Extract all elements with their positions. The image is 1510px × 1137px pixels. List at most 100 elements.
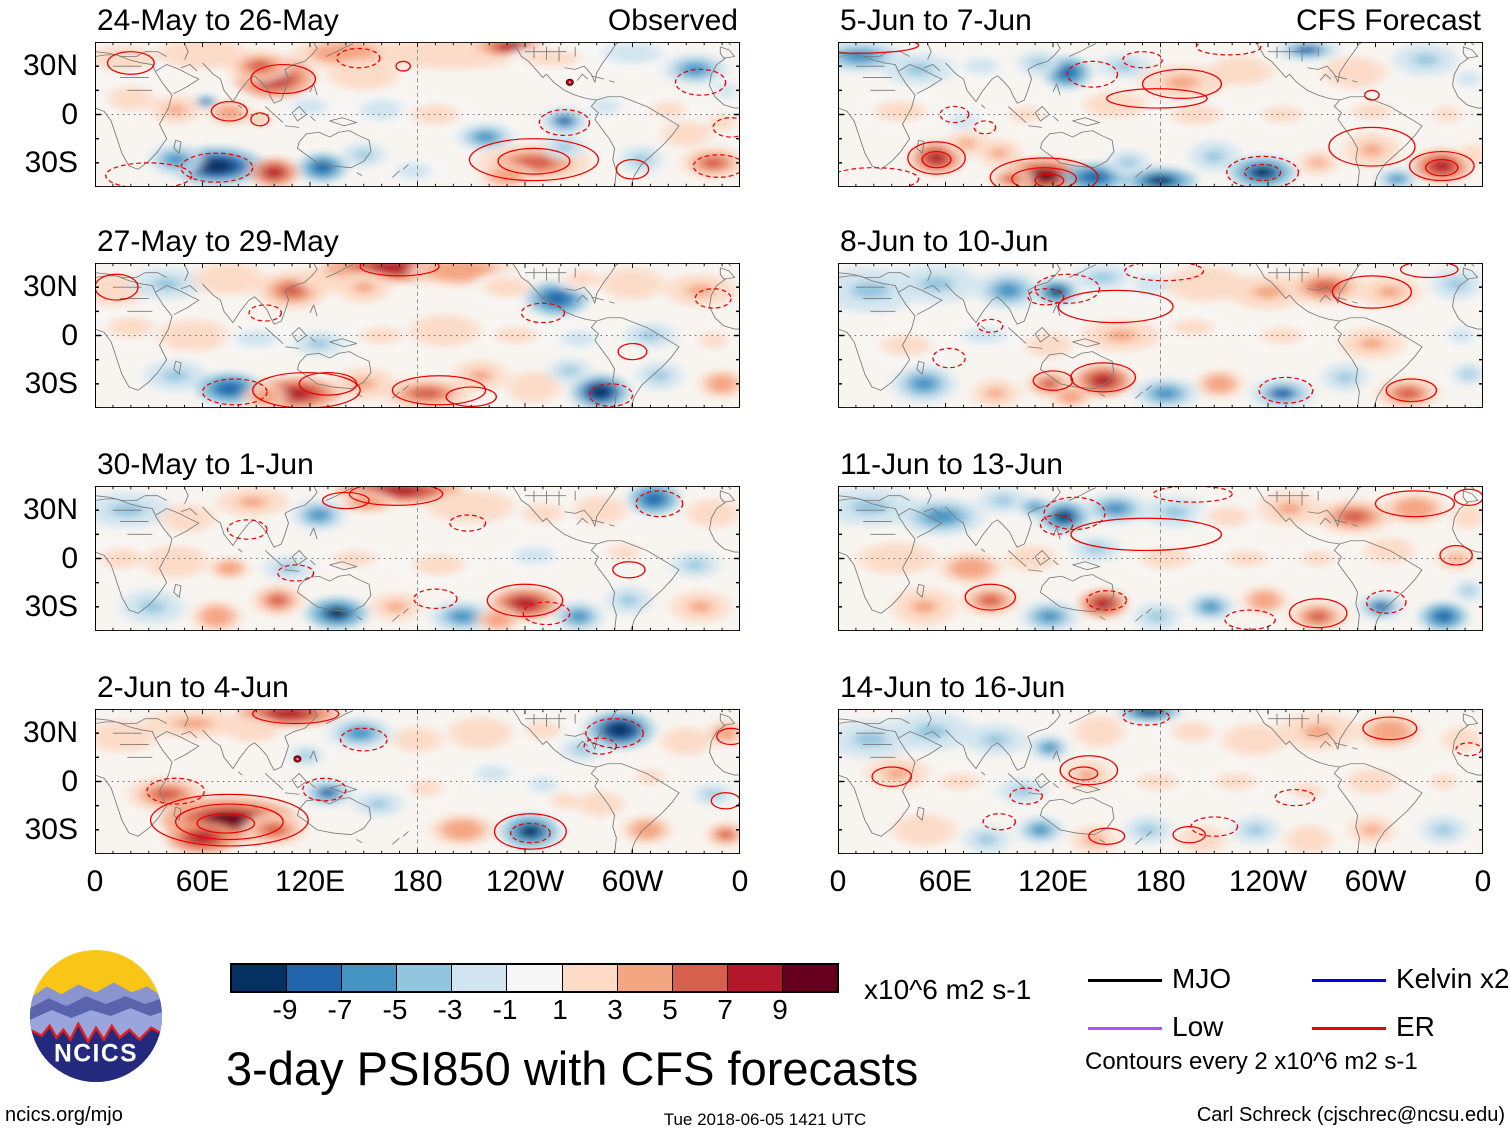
- er-contour-dashed: [226, 519, 268, 540]
- legend-line-kelvin: [1312, 979, 1386, 982]
- er-contour-solid: [252, 371, 361, 408]
- er-contour-dashed: [201, 378, 268, 406]
- er-contour-solid: [989, 157, 1099, 187]
- er-contour-dashed: [413, 588, 458, 610]
- colorbar-tick-label: 1: [552, 994, 568, 1025]
- colorbar-segment: [616, 965, 672, 991]
- panel-title: 27-May to 29-May: [97, 225, 339, 258]
- er-contour-dashed: [248, 304, 283, 322]
- colorbar-segment: [506, 965, 562, 991]
- er-contour-solid: [615, 159, 650, 180]
- lon-label: 0: [829, 865, 847, 898]
- er-contour-solid: [1011, 167, 1077, 187]
- er-contour-dashed: [1124, 263, 1205, 282]
- panel-title: 2-Jun to 4-Jun: [97, 671, 289, 704]
- er-contour-solid: [1374, 490, 1456, 518]
- anomaly-fill-layer: [95, 486, 740, 631]
- lat-label: 0: [61, 318, 78, 352]
- lat-label: 30N: [22, 493, 78, 527]
- er-contour-dashed: [973, 120, 997, 135]
- er-contour-solid: [1034, 173, 1065, 187]
- er-contour-dashed: [520, 302, 566, 324]
- coastlines: [95, 263, 740, 408]
- column-label-forecast: CFS Forecast: [1295, 4, 1481, 37]
- panel-observed-2: 27-May to 29-May: [95, 226, 740, 408]
- anomaly-fill-layer: [838, 42, 1483, 187]
- colorbar-tick-label: -9: [272, 994, 298, 1025]
- er-contour-solid: [1424, 159, 1459, 177]
- er-contour-dashed: [1043, 496, 1106, 531]
- legend-label-mjo: MJO: [1172, 963, 1232, 994]
- er-contour-solid: [1439, 545, 1473, 566]
- lon-label: 60E: [918, 865, 973, 898]
- er-contour-solid: [149, 793, 309, 847]
- er-contour-dashed: [1066, 60, 1119, 88]
- er-contour-solid: [359, 263, 440, 277]
- lon-label: 180: [392, 865, 443, 898]
- panel-title: 14-Jun to 16-Jun: [840, 671, 1066, 704]
- coastlines: [838, 42, 1483, 187]
- lat-label: 30S: [24, 145, 78, 179]
- lat-label: 0: [61, 541, 78, 575]
- anomaly-fill-layer: [95, 709, 740, 854]
- er-contour-solid: [468, 138, 600, 182]
- legend-label-er: ER: [1396, 1011, 1435, 1042]
- er-contour-dashed: [302, 777, 347, 802]
- panel-title: 24-May to 26-May: [97, 4, 339, 37]
- lat-label: 30N: [22, 270, 78, 304]
- lat-label: 0: [61, 97, 78, 131]
- panel-title: 30-May to 1-Jun: [97, 448, 314, 481]
- legend-label-low: Low: [1172, 1011, 1224, 1042]
- er-contour-dashed: [694, 288, 732, 309]
- er-contour-solid: [1385, 378, 1438, 403]
- panel-forecast-3: 11-Jun to 13-Jun: [838, 449, 1483, 631]
- colorbar-segment: [781, 965, 838, 991]
- panel-forecast-1: 5-Jun to 7-Jun CFS Forecast: [838, 5, 1483, 187]
- footer-credit: Carl Schreck (cjschrec@ncsu.edu): [1196, 1104, 1505, 1126]
- colorbar: [230, 963, 839, 993]
- anomaly-fill-layer: [838, 709, 1482, 854]
- lat-label: 30N: [22, 716, 78, 750]
- panel-title: 11-Jun to 13-Jun: [840, 448, 1063, 481]
- er-contour-dashed: [1034, 273, 1101, 304]
- er-contour-dashed: [588, 383, 634, 407]
- colorbar-segment: [286, 965, 342, 991]
- er-contour-dashed: [1195, 42, 1262, 56]
- legend-line-er: [1312, 1027, 1386, 1030]
- er-contour-solid: [612, 561, 646, 579]
- er-contour-solid: [716, 727, 740, 746]
- lon-label: 120W: [485, 865, 565, 898]
- lon-label: 120W: [1228, 865, 1308, 898]
- er-contour-dashed: [1122, 51, 1163, 69]
- er-contour-solid: [1059, 755, 1119, 786]
- lon-label: 60E: [175, 865, 230, 898]
- er-contour-solid: [907, 141, 966, 175]
- er-contour-solid: [1106, 88, 1208, 109]
- er-contour-solid: [391, 375, 487, 406]
- er-contour-solid: [348, 486, 444, 506]
- colorbar-segment: [396, 965, 452, 991]
- er-contour-dashed: [635, 490, 684, 518]
- logo-mountain-front-redline: [29, 1021, 163, 1083]
- coastlines: [95, 486, 740, 631]
- coastlines: [95, 709, 740, 854]
- column-label-observed: Observed: [607, 4, 738, 37]
- er-contour-dashed: [1224, 609, 1276, 630]
- lon-label: 0: [86, 865, 104, 898]
- panel-observed-3: 30-May to 1-Jun: [95, 449, 740, 631]
- anomaly-map: [95, 263, 740, 408]
- er-contour-solid: [1331, 275, 1413, 309]
- colorbar-tick-label: -5: [382, 994, 408, 1025]
- legend-line-low: [1088, 1027, 1162, 1030]
- er-contour-dashed: [538, 109, 591, 137]
- er-contour-solid: [838, 42, 920, 54]
- coastlines: [838, 486, 1483, 631]
- colorbar-tick-label: 9: [772, 994, 788, 1025]
- er-contour-dashed: [1039, 514, 1074, 535]
- panel-title: 5-Jun to 7-Jun: [840, 4, 1032, 37]
- er-contour-dashed: [180, 152, 254, 183]
- er-contour-dashed: [1226, 155, 1300, 187]
- colorbar-tick-label: 3: [607, 994, 623, 1025]
- anomaly-fill-layer: [838, 487, 1483, 631]
- lon-label: 60W: [1344, 865, 1407, 898]
